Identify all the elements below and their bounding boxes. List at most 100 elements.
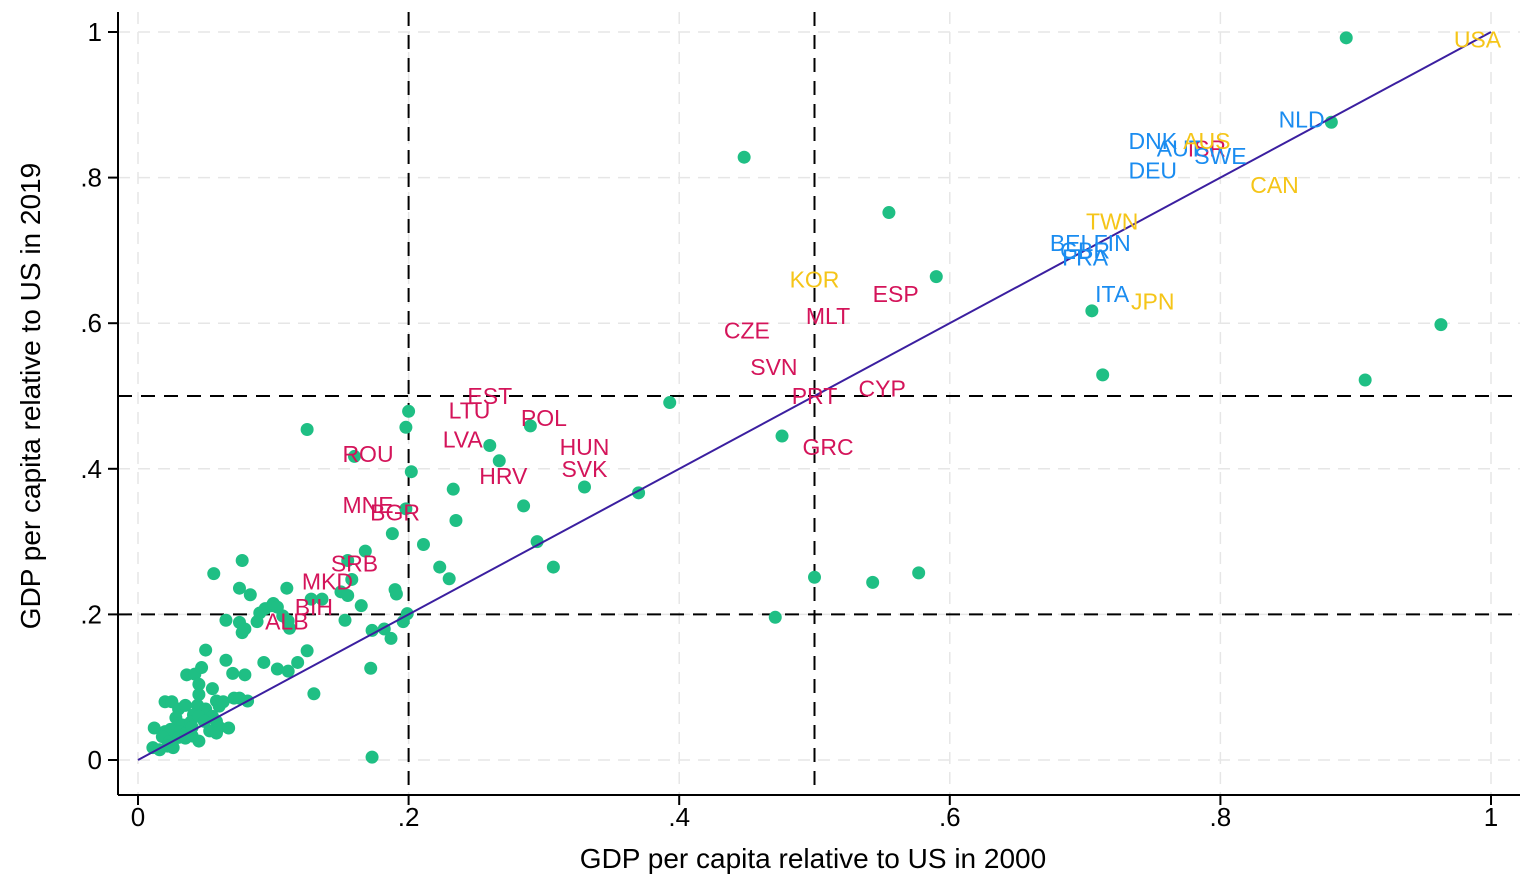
data-point: [192, 677, 206, 691]
data-point: [338, 613, 352, 627]
point-label-mne: MNE: [342, 492, 393, 518]
point-label-fin: FIN: [1094, 230, 1131, 256]
data-point: [483, 439, 497, 453]
data-point: [341, 588, 355, 602]
axes: [117, 12, 1520, 796]
point-label-bel: BEL: [1050, 230, 1094, 256]
y-tick-label: .2: [80, 599, 102, 629]
data-point: [315, 592, 329, 606]
data-point: [399, 502, 413, 516]
data-point: [197, 714, 211, 728]
point-label-mlt: MLT: [806, 303, 850, 329]
data-point: [250, 615, 264, 629]
data-point: [404, 465, 418, 479]
data-point: [737, 150, 751, 164]
point-label-est: EST: [467, 383, 512, 409]
data-point: [235, 554, 249, 568]
data-point: [446, 482, 460, 496]
data-points: [146, 31, 1448, 764]
data-point: [195, 661, 209, 675]
data-point: [1358, 373, 1372, 387]
x-ticks: 0 .2 .4 .6 .8 1: [131, 795, 1498, 832]
data-point: [207, 567, 221, 581]
data-point: [768, 610, 782, 624]
data-point: [178, 698, 192, 712]
data-point: [442, 572, 456, 586]
data-point: [291, 655, 305, 669]
data-point: [205, 682, 219, 696]
data-point: [358, 544, 372, 558]
x-tick-label: .4: [668, 802, 690, 832]
data-point: [912, 566, 926, 580]
data-point: [243, 588, 257, 602]
data-point: [775, 429, 789, 443]
point-label-cyp: CYP: [859, 376, 906, 402]
y-tick-label: 0: [88, 745, 102, 775]
fit-line: [137, 31, 1492, 761]
data-point: [399, 420, 413, 434]
point-label-bgr: BGR: [370, 499, 420, 525]
data-point: [929, 270, 943, 284]
point-label-bih: BIH: [295, 594, 333, 620]
data-point: [1339, 31, 1353, 45]
data-point: [364, 661, 378, 675]
x-tick-label: 0: [131, 802, 145, 832]
data-point: [166, 741, 180, 755]
data-point: [402, 404, 416, 418]
data-point: [209, 726, 223, 740]
data-point: [416, 538, 430, 552]
data-point: [219, 613, 233, 627]
data-point: [199, 643, 213, 657]
data-point: [226, 666, 240, 680]
point-label-esp: ESP: [873, 281, 919, 307]
point-label-jpn: JPN: [1131, 288, 1174, 314]
point-label-isr: ISR: [1188, 135, 1226, 161]
reference-lines: [118, 12, 1520, 795]
data-point: [216, 695, 230, 709]
data-point: [147, 721, 161, 735]
data-point: [866, 575, 880, 589]
data-point: [1434, 318, 1448, 332]
data-point: [304, 592, 318, 606]
data-point: [384, 631, 398, 645]
point-label-mkd: MKD: [302, 569, 353, 595]
data-point: [577, 480, 591, 494]
data-point: [663, 396, 677, 410]
data-point: [354, 599, 368, 613]
data-point: [185, 720, 199, 734]
y-tick-label: .8: [80, 163, 102, 193]
data-point: [307, 687, 321, 701]
data-point: [1085, 304, 1099, 318]
x-tick-label: .6: [939, 802, 961, 832]
data-point: [492, 454, 506, 468]
y-tick-label: .6: [80, 308, 102, 338]
point-label-swe: SWE: [1194, 143, 1246, 169]
point-label-deu: DEU: [1128, 157, 1177, 183]
point-label-aus: AUS: [1183, 128, 1230, 154]
data-point: [530, 535, 544, 549]
data-point: [1096, 368, 1110, 382]
data-point: [433, 560, 447, 574]
point-label-svn: SVN: [750, 354, 797, 380]
point-label-dnk: DNK: [1128, 128, 1177, 154]
data-point: [389, 587, 403, 601]
x-axis-title: GDP per capita relative to US in 2000: [580, 843, 1046, 874]
point-label-ltu: LTU: [449, 398, 491, 424]
data-point: [546, 560, 560, 574]
x-tick-label: 1: [1484, 802, 1498, 832]
point-label-hrv: HRV: [479, 463, 528, 489]
data-point: [238, 622, 252, 636]
point-label-prt: PRT: [792, 383, 838, 409]
point-label-ita: ITA: [1095, 281, 1130, 307]
point-label-lva: LVA: [443, 427, 484, 453]
data-point: [300, 644, 314, 658]
x-tick-label: .8: [1210, 802, 1232, 832]
data-point: [192, 687, 206, 701]
data-point: [385, 527, 399, 541]
data-point: [365, 623, 379, 637]
point-label-usa: USA: [1454, 26, 1502, 52]
point-label-kor: KOR: [790, 267, 840, 293]
data-point: [449, 513, 463, 527]
